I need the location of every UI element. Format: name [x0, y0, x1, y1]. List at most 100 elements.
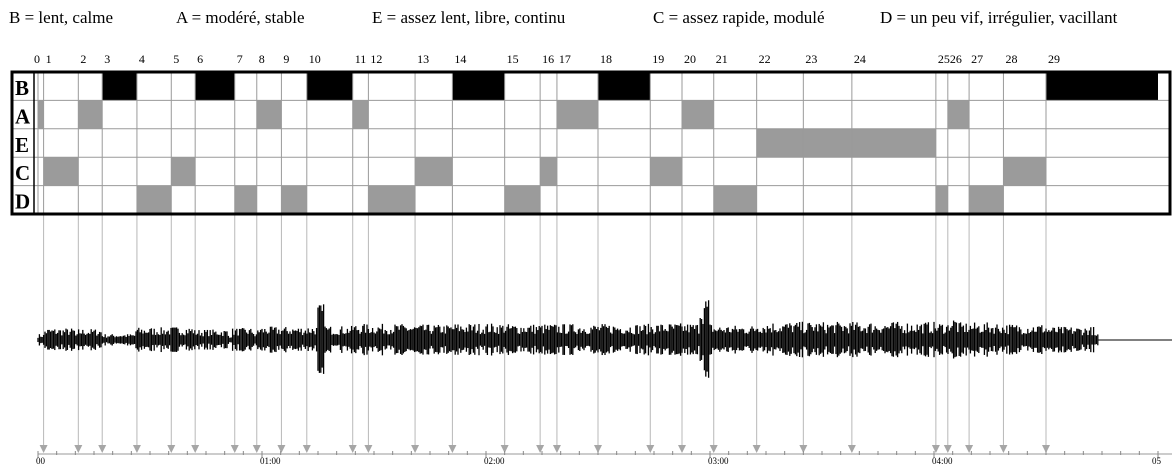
marker-arrow-3 [98, 445, 107, 453]
marker-arrow-25 [931, 445, 940, 453]
segment-cell-0 [38, 100, 44, 129]
segment-cell-3 [102, 72, 137, 101]
segment-cell-5 [171, 157, 196, 186]
time-tick-label: 04:00 [932, 456, 953, 465]
marker-arrow-1 [39, 445, 48, 453]
marker-arrow-29 [1042, 445, 1050, 453]
segment-marker-arrows [39, 445, 1050, 453]
segment-label-26: 26 [950, 52, 962, 66]
segment-cell-14 [452, 72, 505, 101]
segment-label-0: 0 [34, 52, 40, 66]
legend-item-a: A = modéré, stable [176, 8, 305, 27]
segment-label-10: 10 [309, 52, 321, 66]
marker-arrow-21 [709, 445, 718, 453]
segment-cell-15 [504, 185, 541, 214]
segment-label-18: 18 [600, 52, 612, 66]
segment-label-24: 24 [854, 52, 866, 66]
segment-label-4: 4 [139, 52, 145, 66]
segment-cell-28 [1003, 157, 1046, 186]
segment-label-13: 13 [417, 52, 429, 66]
legend-item-d: D = un peu vif, irrégulier, vacillant [880, 8, 1118, 27]
marker-arrow-5 [167, 445, 176, 453]
legend-item-c: C = assez rapide, modulé [653, 8, 825, 27]
segment-cell-8 [256, 100, 282, 129]
marker-arrow-26 [943, 445, 952, 453]
segment-label-1: 1 [46, 52, 52, 66]
segment-cell-20 [682, 100, 714, 129]
marker-arrow-8 [252, 445, 261, 453]
segment-cell-7 [234, 185, 257, 214]
time-axis: 00 01:00 02:00 03:00 04:00 05 [36, 451, 1172, 465]
segment-label-27: 27 [971, 52, 983, 66]
audio-waveform [37, 300, 1172, 378]
marker-arrow-7 [230, 445, 239, 453]
marker-arrow-19 [646, 445, 655, 453]
legend-item-b: B = lent, calme [9, 8, 114, 27]
segment-cell-9 [281, 185, 307, 214]
marker-arrow-27 [965, 445, 974, 453]
segment-label-22: 22 [759, 52, 771, 66]
time-tick-label: 05 [1152, 456, 1162, 465]
segment-label-11: 11 [355, 52, 367, 66]
segment-cell-17 [556, 100, 598, 129]
segment-cell-11 [352, 100, 369, 129]
segment-label-14: 14 [454, 52, 466, 66]
segment-cell-16 [540, 157, 557, 186]
segment-label-19: 19 [652, 52, 664, 66]
segment-label-28: 28 [1005, 52, 1017, 66]
marker-arrow-15 [500, 445, 509, 453]
row-label-d: D [15, 190, 30, 214]
marker-arrow-28 [999, 445, 1008, 453]
segment-cell-27 [969, 185, 1004, 214]
segment-label-6: 6 [197, 52, 203, 66]
marker-arrow-20 [678, 445, 686, 453]
segment-cell-29 [1046, 72, 1158, 101]
time-tick-label: 02:00 [484, 456, 505, 465]
row-label-e: E [15, 133, 29, 157]
marker-arrow-11 [348, 445, 357, 453]
segment-label-23: 23 [805, 52, 817, 66]
segment-cell-25 [935, 185, 948, 214]
segment-cell-12 [368, 185, 416, 214]
segment-label-17: 17 [559, 52, 571, 66]
segment-label-29: 29 [1048, 52, 1060, 66]
segment-label-21: 21 [716, 52, 728, 66]
row-label-a: A [15, 104, 31, 128]
segment-cell-19 [650, 157, 682, 186]
marker-arrow-13 [411, 445, 420, 453]
category-grid-lines [12, 72, 1170, 214]
marker-arrow-2 [74, 445, 83, 453]
legend-item-e: E = assez lent, libre, continu [372, 8, 566, 27]
segment-label-9: 9 [283, 52, 289, 66]
segment-cell-21 [713, 185, 757, 214]
segment-label-12: 12 [370, 52, 382, 66]
segment-cell-18 [598, 72, 651, 101]
marker-arrow-6 [191, 445, 200, 453]
time-tick-label: 00 [36, 456, 46, 465]
marker-arrow-12 [364, 445, 373, 453]
category-grid-fills [38, 72, 1158, 214]
category-legend: B = lent, calme A = modéré, stable E = a… [0, 0, 1174, 40]
segment-cell-6 [195, 72, 235, 101]
row-label-c: C [15, 161, 30, 185]
marker-arrow-9 [277, 445, 286, 453]
segment-label-20: 20 [684, 52, 696, 66]
time-tick-label: 01:00 [260, 456, 281, 465]
segment-label-8: 8 [259, 52, 265, 66]
category-grid-frame [10, 70, 1172, 216]
segment-cell-13 [415, 157, 453, 186]
segment-label-15: 15 [507, 52, 519, 66]
segment-cell-2 [78, 100, 103, 129]
marker-arrow-24 [847, 445, 856, 453]
segment-label-7: 7 [237, 52, 243, 66]
time-tick-label: 03:00 [708, 456, 729, 465]
marker-arrow-4 [132, 445, 141, 453]
segment-label-25: 25 [938, 52, 950, 66]
marker-arrow-14 [448, 445, 457, 453]
segment-cell-22 [756, 128, 936, 158]
segment-number-labels: 0 1 2 3 4 5 6 7 8 9 10 11 12 13 14 15 16 17 18 19 20 21 22 23 24… [34, 52, 1060, 66]
segment-label-5: 5 [173, 52, 179, 66]
row-label-b: B [15, 76, 29, 100]
